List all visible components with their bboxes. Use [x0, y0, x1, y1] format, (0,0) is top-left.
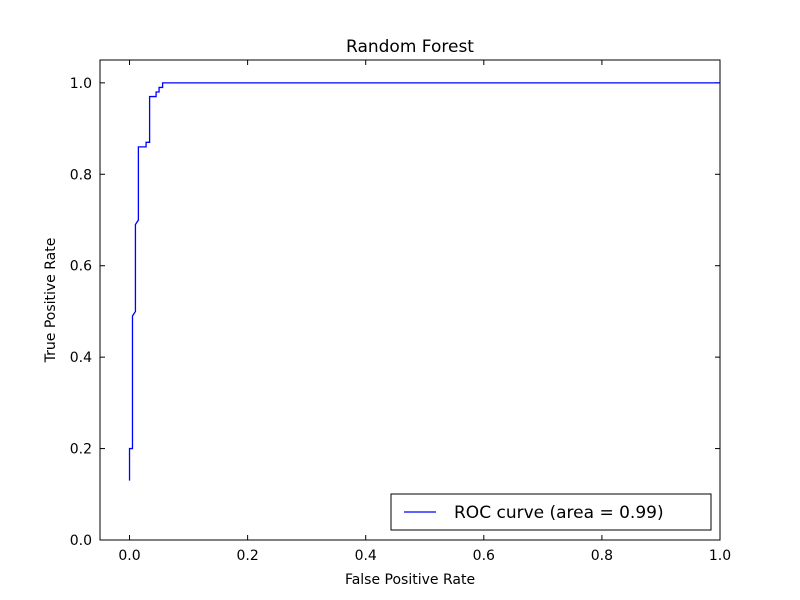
x-tick-label: 0.2: [236, 548, 258, 564]
x-tick-label: 0.4: [355, 548, 377, 564]
plot-area-frame: [99, 59, 721, 541]
x-tick-label: 0.8: [591, 548, 613, 564]
x-tick-label: 1.0: [709, 548, 731, 564]
roc-curve-line: [128, 82, 720, 481]
y-tick-label: 0.4: [70, 350, 92, 366]
chart-title: Random Forest: [346, 37, 474, 57]
x-axis-label: False Positive Rate: [345, 572, 475, 588]
series-layer: [128, 82, 720, 481]
y-tick-label: 1.0: [70, 76, 92, 92]
y-tick-label: 0.6: [70, 259, 92, 275]
axis-ticks: 0.0 0.2 0.4 0.6 0.8 1.0 0.0 0.2 0.4 0.6 0.8 1.0: [70, 60, 731, 564]
y-tick-label: 0.8: [70, 167, 92, 183]
x-tick-label: 0.6: [473, 548, 495, 564]
y-axis-label: True Positive Rate: [43, 238, 59, 364]
x-tick-label: 0.0: [118, 548, 140, 564]
legend-label: ROC curve (area = 0.99): [454, 503, 664, 523]
y-tick-label: 0.0: [70, 533, 92, 549]
legend-box: [390, 493, 712, 531]
legend: ROC curve (area = 0.99): [390, 493, 712, 531]
y-tick-label: 0.2: [70, 442, 92, 458]
